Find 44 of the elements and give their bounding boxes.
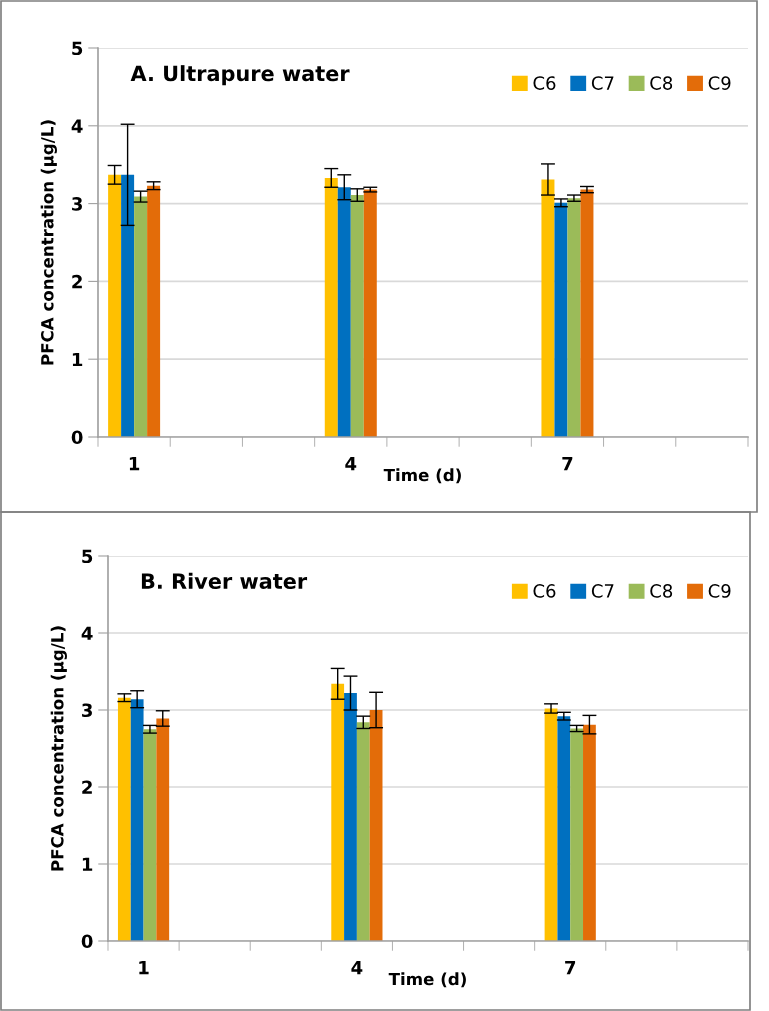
bar (369, 710, 383, 941)
bar (130, 699, 144, 941)
y-axis-title: PFCA concentration (µg/L) (40, 120, 57, 365)
x-axis-title: Time (d) (383, 468, 461, 484)
y-tick-label: 0 (71, 430, 83, 445)
y-tick-label: 3 (82, 703, 92, 718)
bar (557, 716, 571, 941)
y-tick-label: 2 (82, 780, 92, 794)
x-tick-label: 4 (345, 457, 357, 471)
x-tick-label: 1 (129, 457, 140, 471)
bar (331, 683, 345, 941)
text: A. Ultrapure water (130, 65, 350, 86)
x-tick-label: 7 (565, 961, 576, 975)
x-tick-label: 4 (351, 961, 363, 975)
legend-label: C9 (708, 76, 731, 90)
bar (356, 722, 370, 941)
bar (570, 728, 584, 941)
y-axis-title: PFCA concentration (µg/L) (50, 626, 67, 871)
y-tick-label: 0 (81, 934, 93, 949)
x-tick-label: 1 (139, 961, 149, 975)
y-tick-label: 5 (82, 549, 93, 564)
y-tick-label: 1 (82, 857, 93, 871)
legend-label: C8 (650, 76, 673, 90)
bar (344, 693, 357, 941)
y-tick-label: 5 (72, 41, 83, 56)
y-tick-label: 2 (72, 274, 82, 289)
bar (583, 724, 596, 941)
legend-label: C7 (591, 584, 614, 598)
legend-label: C6 (533, 584, 556, 598)
y-tick-label: 4 (81, 626, 93, 640)
legend-label: C6 (533, 76, 556, 90)
y-tick-label: 4 (71, 119, 83, 133)
legend-label: C9 (708, 584, 731, 598)
bar (117, 697, 131, 941)
x-tick-label: 7 (562, 457, 573, 471)
bar (156, 718, 170, 941)
text: B. River water (141, 572, 308, 589)
y-tick-label: 1 (72, 352, 83, 367)
bar (544, 708, 558, 941)
x-axis-title: Time (d) (388, 972, 466, 988)
legend-label: C8 (650, 584, 673, 598)
bar (143, 729, 157, 941)
legend-label: C7 (591, 76, 614, 90)
y-tick-label: 3 (72, 197, 82, 211)
